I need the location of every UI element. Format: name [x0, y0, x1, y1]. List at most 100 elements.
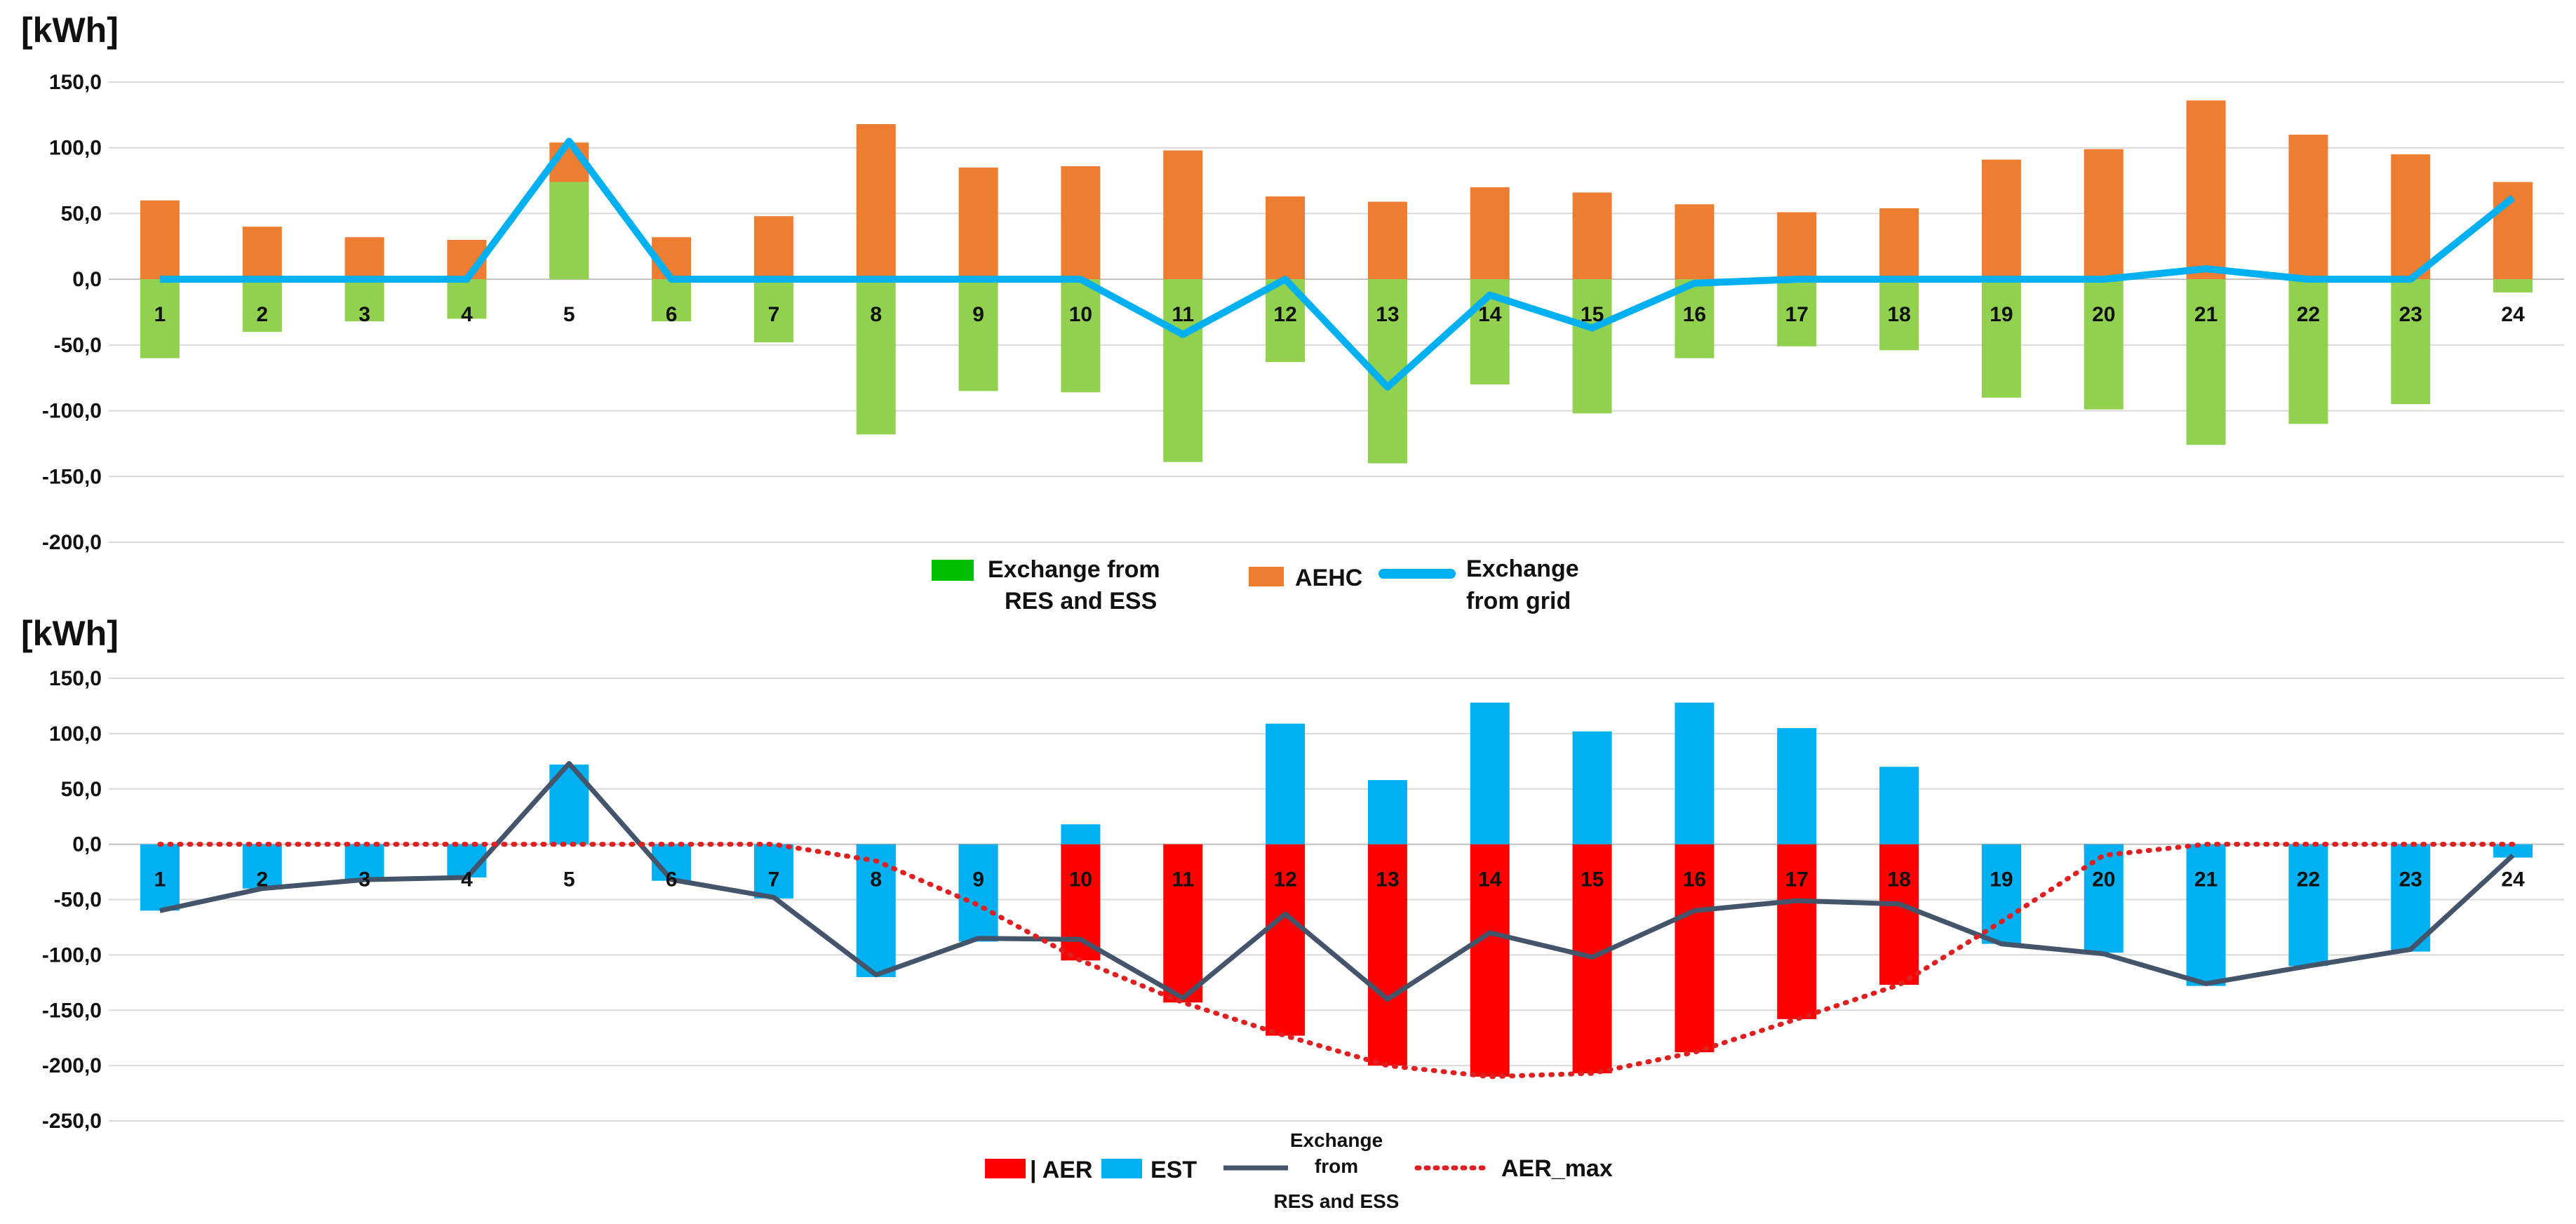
x-tick-label: 20 — [2092, 303, 2115, 326]
bar-exchange-from-res-and-ess-8 — [856, 279, 896, 435]
bar-aer-18 — [1879, 844, 1919, 985]
x-tick-label: 3 — [358, 868, 370, 892]
y-tick-label: 50,0 — [61, 202, 102, 225]
bar-exchange-from-res-and-ess-7 — [753, 279, 793, 343]
x-tick-label: 3 — [358, 303, 370, 326]
legend-label-grid-1: Exchange — [1466, 556, 1579, 582]
legend-label-res-ess-line-3: RES and ESS — [1274, 1190, 1400, 1212]
bar-exchange-from-res-and-ess-10 — [1061, 279, 1101, 393]
bar-aehc-3 — [344, 237, 384, 280]
y-tick-label: 0,0 — [72, 833, 102, 856]
x-tick-label: 9 — [972, 868, 984, 892]
bar-aehc-8 — [856, 123, 896, 280]
bar-aehc-7 — [753, 216, 793, 280]
y-tick-label: 100,0 — [49, 722, 102, 746]
bottom-legend: | AER EST Exchange from RES and ESS AER_… — [985, 1129, 1613, 1212]
x-tick-label: 15 — [1581, 868, 1604, 892]
y-tick-label: 100,0 — [49, 137, 102, 160]
x-tick-label: 12 — [1273, 303, 1296, 326]
x-tick-label: 19 — [1990, 303, 2013, 326]
x-tick-label: 20 — [2092, 868, 2115, 892]
bar-aehc-22 — [2288, 134, 2328, 280]
x-tick-label: 23 — [2399, 303, 2422, 326]
bar-est-18 — [1879, 767, 1919, 845]
legend-swatch-aehc — [1249, 567, 1284, 586]
bar-aer-16 — [1675, 844, 1715, 1053]
legend-label-aehc: AEHC — [1295, 565, 1362, 591]
bar-exchange-from-res-and-ess-3 — [344, 279, 384, 322]
bar-aehc-17 — [1777, 212, 1817, 280]
bar-aer-12 — [1266, 844, 1306, 1036]
legend-swatch-aer — [985, 1159, 1026, 1178]
bar-aehc-10 — [1061, 166, 1101, 280]
bar-est-24 — [2493, 844, 2533, 858]
bar-est-12 — [1266, 723, 1306, 845]
x-tick-label: 16 — [1683, 868, 1706, 892]
legend-swatch-res-ess — [932, 560, 974, 581]
x-tick-label: 13 — [1376, 868, 1399, 892]
x-tick-label: 14 — [1478, 868, 1502, 892]
x-tick-label: 24 — [2501, 303, 2525, 326]
bar-aer-10 — [1061, 844, 1101, 961]
x-tick-label: 2 — [256, 303, 268, 326]
x-tick-label: 11 — [1172, 868, 1194, 892]
legend-label-res-ess-2: RES and ESS — [1005, 588, 1157, 614]
x-tick-label: 17 — [1785, 303, 1809, 326]
bar-aer-14 — [1470, 844, 1510, 1077]
bar-aer-17 — [1777, 844, 1817, 1019]
y-tick-label: 150,0 — [49, 71, 102, 94]
bar-exchange-from-res-and-ess-4 — [447, 279, 487, 319]
bar-est-15 — [1572, 731, 1612, 845]
y-tick-label: -100,0 — [42, 943, 102, 967]
bar-aehc-24 — [2493, 182, 2533, 280]
bottom-unit-label: [kWh] — [21, 614, 119, 653]
legend-label-aer: | AER — [1030, 1157, 1092, 1183]
series-line-exchange-from-res-and-ess — [159, 760, 2515, 1002]
bar-exchange-from-res-and-ess-2 — [242, 279, 282, 332]
y-tick-label: -150,0 — [42, 465, 102, 488]
bar-est-9 — [958, 844, 998, 942]
y-tick-label: 0,0 — [72, 268, 102, 291]
bar-aehc-20 — [2084, 149, 2124, 280]
x-tick-label: 16 — [1683, 303, 1706, 326]
bar-exchange-from-res-and-ess-11 — [1163, 279, 1203, 462]
bar-aehc-16 — [1675, 204, 1715, 280]
bar-aehc-1 — [140, 200, 180, 280]
x-tick-label: 21 — [2194, 303, 2218, 326]
y-tick-label: -150,0 — [42, 999, 102, 1022]
x-tick-label: 7 — [768, 303, 780, 326]
bar-exchange-from-res-and-ess-5 — [549, 182, 589, 280]
bar-exchange-from-res-and-ess-17 — [1777, 279, 1817, 347]
bottom-chart: [kWh] 150,0 100,0 50,0 0,0 -50,0 -100,0 -150,0… — [21, 614, 2564, 1212]
x-tick-label: 23 — [2399, 868, 2422, 892]
x-tick-label: 22 — [2297, 868, 2320, 892]
x-tick-label: 4 — [461, 868, 473, 892]
bar-aer-11 — [1163, 844, 1203, 1003]
x-tick-label: 22 — [2297, 303, 2320, 326]
bar-aehc-23 — [2391, 154, 2431, 280]
bar-aehc-12 — [1266, 196, 1306, 280]
legend-label-res-ess-line-2: from — [1315, 1155, 1358, 1177]
top-chart: [kWh] 150,0 100,0 50,0 0,0 -50,0 -100,0 -150,0… — [21, 11, 2564, 614]
y-tick-label: 150,0 — [49, 667, 102, 690]
bar-est-21 — [2186, 844, 2226, 986]
legend-label-res-ess-line-1: Exchange — [1290, 1129, 1383, 1151]
bar-est-22 — [2288, 844, 2328, 967]
bar-est-8 — [856, 844, 896, 977]
bar-est-16 — [1675, 702, 1715, 845]
y-tick-label: -200,0 — [42, 531, 102, 554]
bar-exchange-from-res-and-ess-20 — [2084, 279, 2124, 410]
x-tick-label: 21 — [2194, 868, 2218, 892]
x-tick-label: 17 — [1785, 868, 1809, 892]
x-tick-label: 1 — [154, 303, 166, 326]
bar-aehc-14 — [1470, 187, 1510, 280]
series-line-aer-max — [157, 842, 2516, 1080]
x-tick-label: 7 — [768, 868, 780, 892]
top-legend: Exchange from RES and ESS AEHC Exchange … — [932, 556, 1579, 614]
top-unit-label: [kWh] — [21, 11, 119, 50]
bar-est-3 — [344, 844, 384, 881]
bar-est-7 — [753, 844, 793, 899]
bar-aehc-19 — [1981, 159, 2021, 280]
x-tick-label: 6 — [666, 303, 678, 326]
